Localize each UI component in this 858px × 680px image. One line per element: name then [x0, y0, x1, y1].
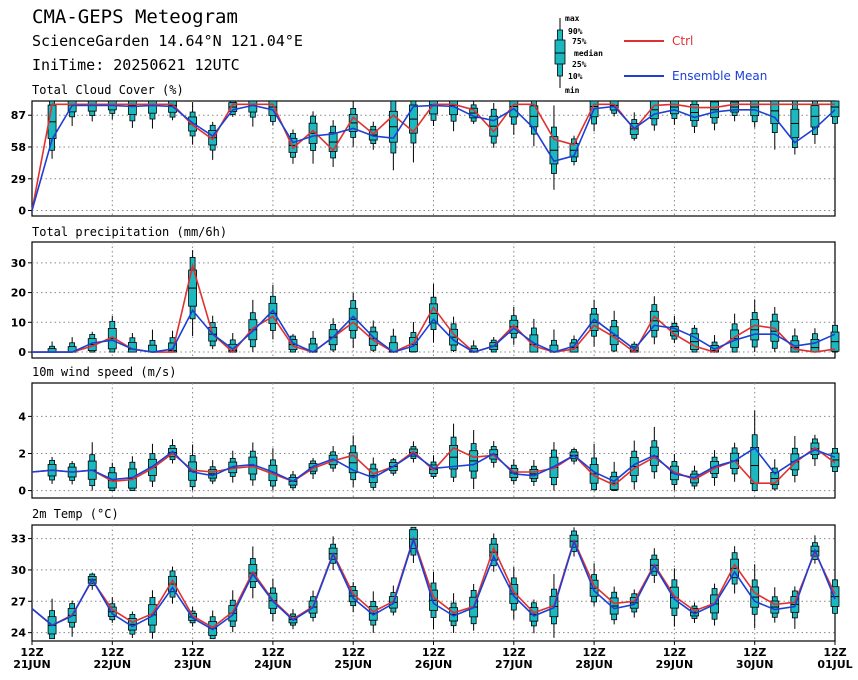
legend-box-label: 75%	[572, 37, 587, 46]
legend-box-label: max	[565, 14, 580, 23]
legend-box-label: 25%	[572, 60, 587, 69]
xtick-hour-label: 12Z	[261, 646, 284, 659]
xtick-hour-label: 12Z	[342, 646, 365, 659]
legend-box-label: 10%	[568, 72, 583, 81]
xtick-hour-label: 12Z	[101, 646, 124, 659]
legend-box-label: min	[565, 85, 580, 95]
cloud-ytick-label: 58	[11, 141, 26, 154]
temp-ytick-label: 24	[11, 627, 27, 640]
xtick-hour-label: 12Z	[663, 646, 686, 659]
wind-ytick-label: 0	[18, 485, 26, 498]
precip-ytick-label: 20	[11, 287, 27, 300]
cloud-ytick-label: 29	[11, 173, 26, 186]
init-time-label: IniTime: 20250621 12UTC	[32, 56, 240, 74]
temp-ytick-label: 27	[11, 595, 26, 608]
cloud-box-inner	[429, 100, 438, 115]
cloud-ctrl-line	[31, 103, 835, 211]
legend-box-label: 90%	[568, 27, 583, 36]
xtick-date-label: 23JUN	[174, 658, 212, 671]
legend-ctrl-label: Ctrl	[672, 34, 693, 48]
xtick-date-label: 27JUN	[495, 658, 533, 671]
temp-ytick-label: 33	[11, 533, 26, 546]
xtick-date-label: 30JUN	[736, 658, 774, 671]
cloud-box-inner	[148, 100, 157, 114]
temp-ytick-label: 30	[11, 564, 27, 577]
xtick-hour-label: 12Z	[823, 646, 846, 659]
xtick-date-label: 01JUL	[817, 658, 852, 671]
panel-title-wind: 10m wind speed (m/s)	[32, 365, 177, 379]
cloud-ytick-label: 87	[11, 109, 26, 122]
location-label: ScienceGarden 14.64°N 121.04°E	[32, 32, 303, 50]
xtick-date-label: 21JUN	[13, 658, 51, 671]
panel-title-cloud: Total Cloud Cover (%)	[32, 83, 184, 97]
panel-title-temp: 2m Temp (°C)	[32, 507, 119, 521]
temp-ctrl-line	[31, 536, 836, 629]
xtick-date-label: 22JUN	[94, 658, 132, 671]
precip-ytick-label: 30	[11, 257, 27, 270]
cloud-box-inner	[750, 100, 760, 117]
xtick-date-label: 24JUN	[254, 658, 292, 671]
xtick-date-label: 29JUN	[656, 658, 694, 671]
wind-mean-line	[31, 446, 836, 483]
precip-ctrl-line	[32, 262, 836, 354]
wind-ytick-label: 2	[18, 447, 26, 460]
cloud-mean-line	[31, 104, 836, 211]
precip-ytick-label: 10	[11, 316, 27, 329]
cloud-box-inner	[770, 100, 780, 125]
legend-box-inner	[554, 39, 566, 65]
cloud-box-inner	[830, 100, 840, 118]
xtick-date-label: 25JUN	[334, 658, 372, 671]
panel-title-precip: Total precipitation (mm/6h)	[32, 225, 228, 239]
xtick-hour-label: 12Z	[502, 646, 525, 659]
xtick-hour-label: 12Z	[743, 646, 766, 659]
precip-mean-line	[32, 308, 836, 354]
xtick-hour-label: 12Z	[422, 646, 445, 659]
precip-ytick-label: 0	[18, 346, 26, 359]
wind-ctrl-line	[31, 446, 836, 486]
temp-mean-line	[31, 536, 836, 631]
xtick-hour-label: 12Z	[20, 646, 43, 659]
xtick-hour-label: 12Z	[582, 646, 605, 659]
legend-box-label: median	[574, 48, 603, 58]
cloud-ytick-label: 0	[18, 205, 26, 218]
xtick-hour-label: 12Z	[181, 646, 204, 659]
legend-mean-label: Ensemble Mean	[672, 69, 767, 83]
chart-title: CMA-GEPS Meteogram	[32, 6, 238, 28]
wind-ytick-label: 4	[18, 410, 26, 423]
xtick-date-label: 28JUN	[575, 658, 613, 671]
cloud-box-inner	[127, 100, 137, 115]
xtick-date-label: 26JUN	[415, 658, 453, 671]
